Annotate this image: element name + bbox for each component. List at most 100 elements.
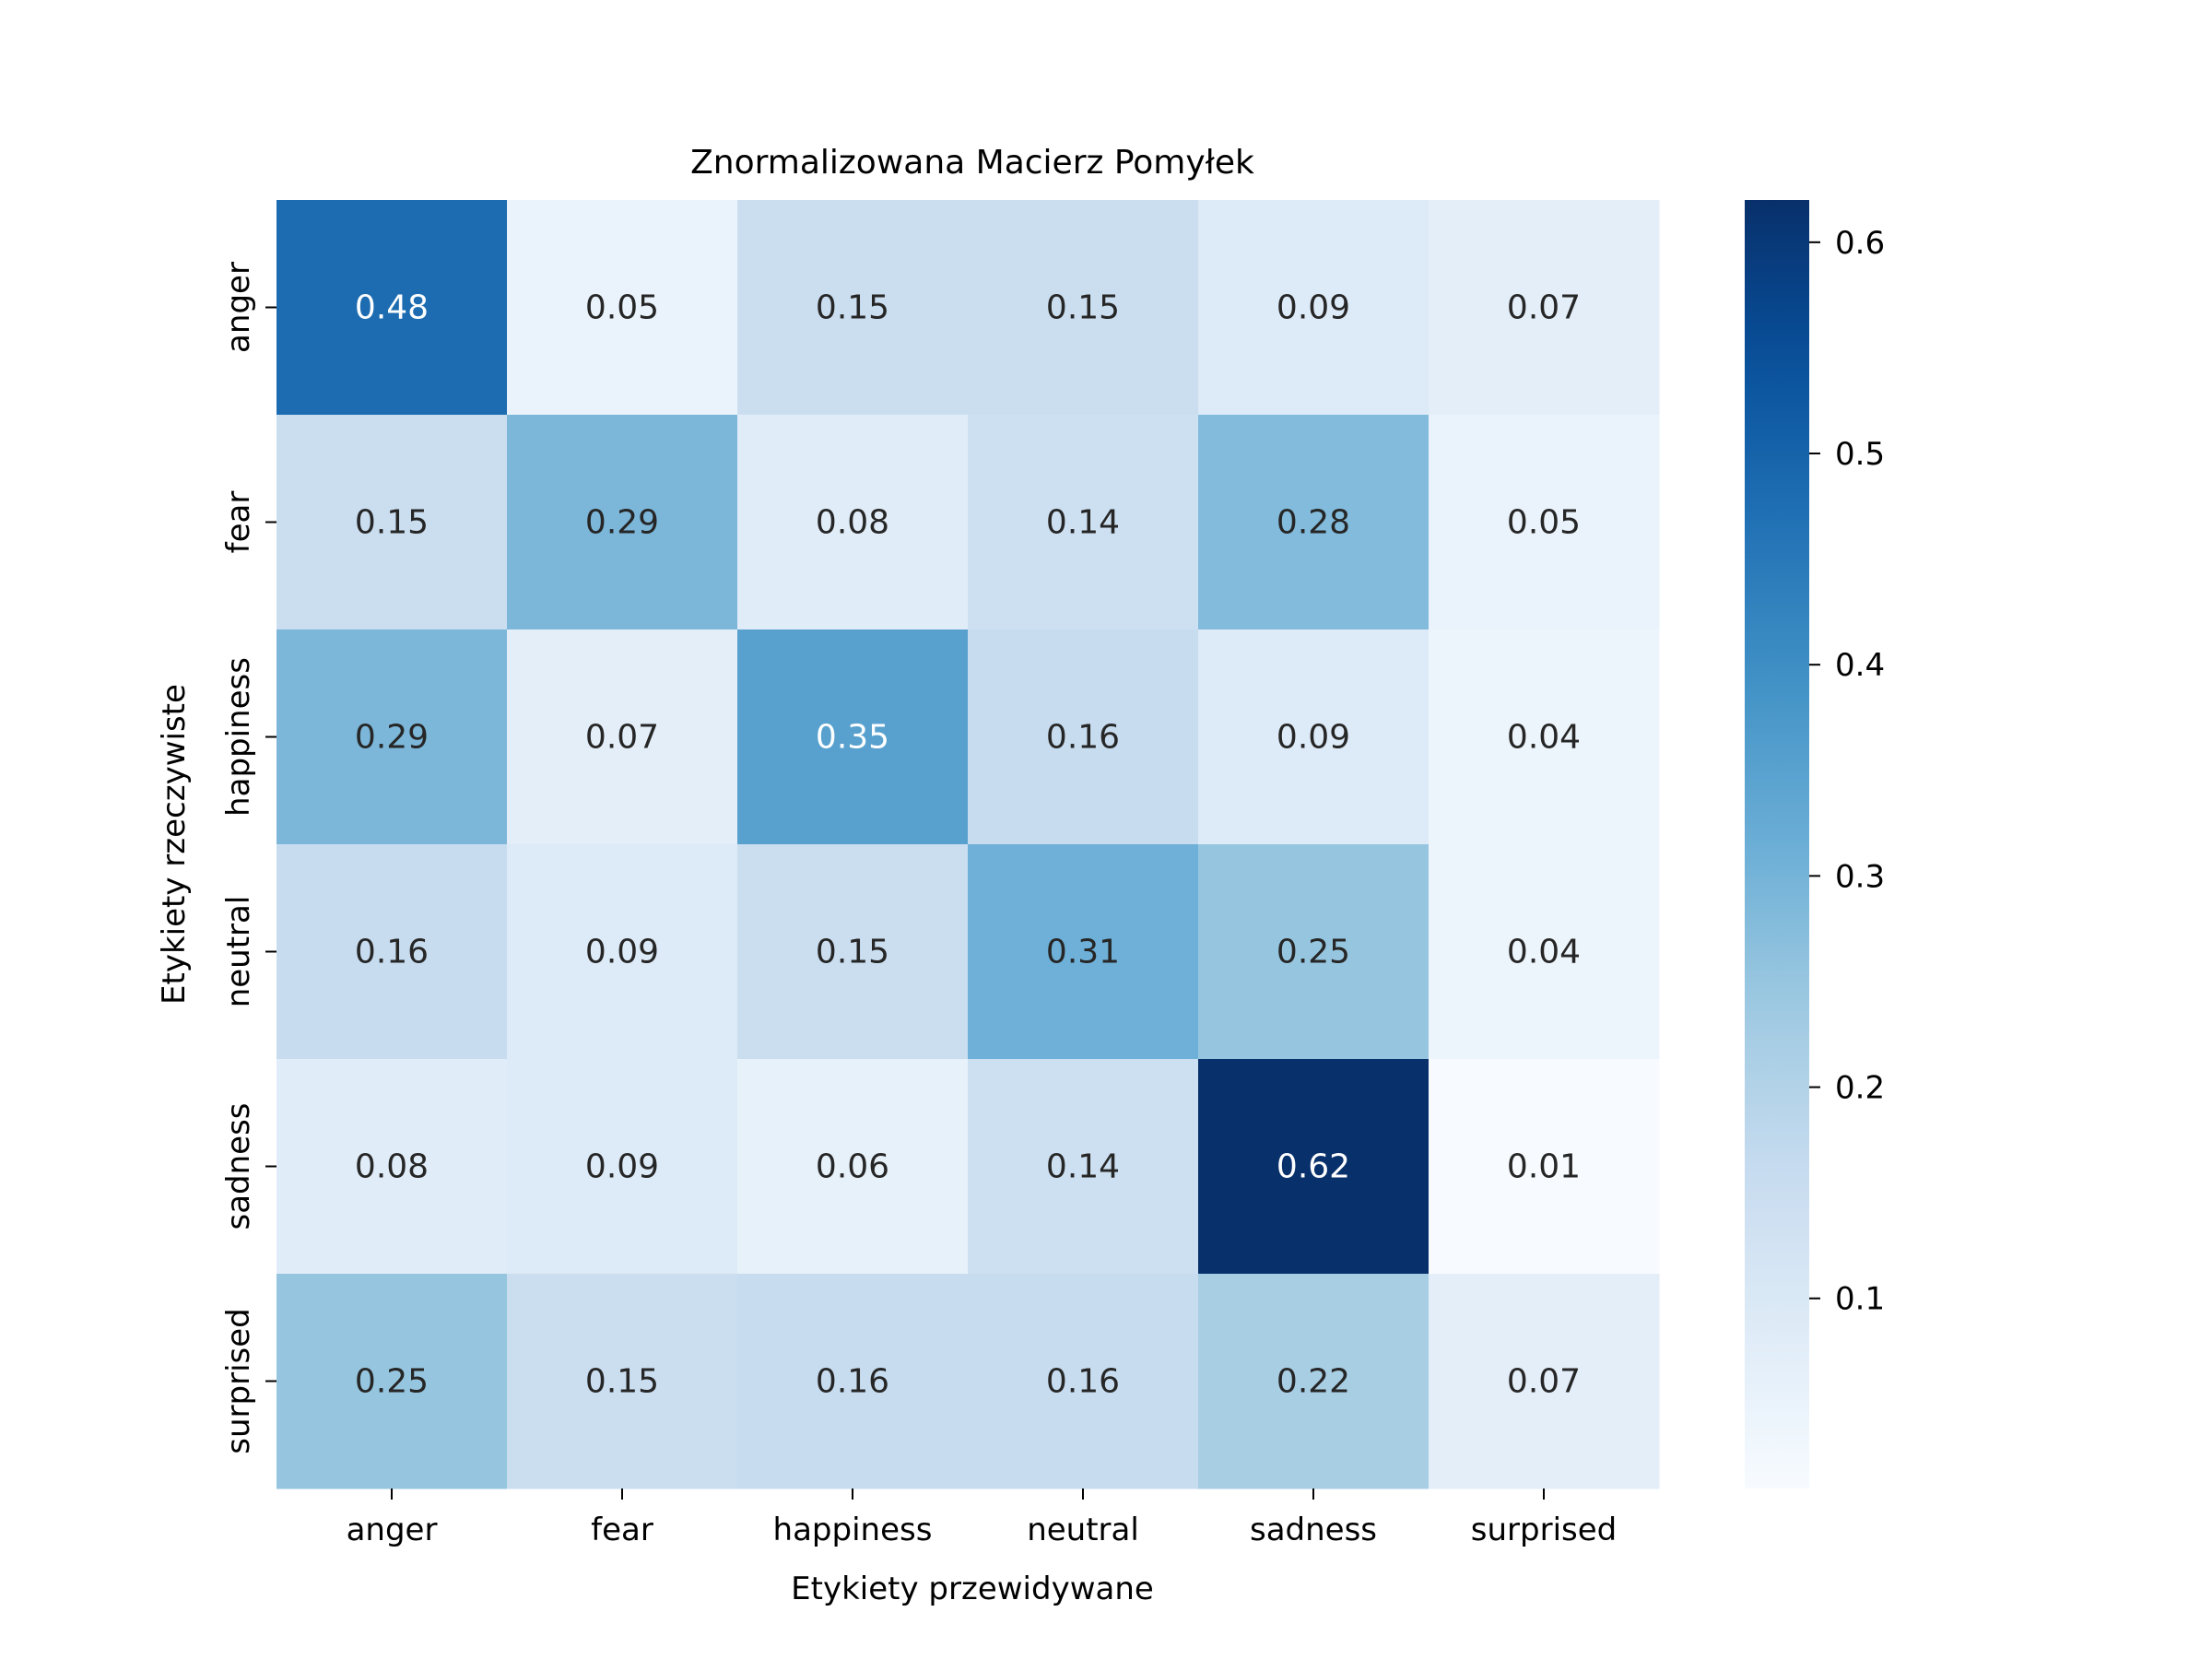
heatmap-cell-0-2 [737, 200, 969, 416]
cell-value-0-3: 0.15 [1046, 289, 1120, 327]
heatmap-cell-2-4 [1198, 629, 1430, 845]
cell-value-1-2: 0.08 [816, 504, 889, 542]
y-tick-label-neutral: neutral [220, 896, 257, 1008]
cell-annotations: 0.48 0.05 0.15 0.15 0.09 0.07 0.15 0.29 0.08 0.14… [355, 289, 1581, 1401]
x-tick-label-happiness: happiness [773, 1512, 933, 1548]
heatmap-cell-1-3 [968, 415, 1199, 630]
x-axis-label: Etykiety przewidywane [791, 1571, 1154, 1607]
cell-value-3-5: 0.04 [1507, 934, 1581, 971]
heatmap-cell-5-4 [1198, 1274, 1430, 1489]
heatmap-cell-3-0 [276, 844, 508, 1060]
heatmap-cell-3-5 [1429, 844, 1660, 1060]
heatmap-cell-5-2 [737, 1274, 969, 1489]
heatmap-cell-4-0 [276, 1059, 508, 1275]
cell-value-1-0: 0.15 [355, 504, 429, 542]
cell-value-0-0: 0.48 [355, 289, 429, 327]
heatmap-cell-4-1 [507, 1059, 738, 1275]
colorbar-tick-label-5: 0.6 [1835, 225, 1885, 262]
colorbar-gradient [1745, 200, 1809, 1488]
heatmap-cell-1-0 [276, 415, 508, 630]
cell-value-5-1: 0.15 [585, 1363, 659, 1401]
heatmap-cell-2-3 [968, 629, 1199, 845]
cell-value-4-3: 0.14 [1046, 1148, 1120, 1186]
cell-value-5-5: 0.07 [1507, 1363, 1581, 1401]
cell-value-5-4: 0.22 [1277, 1363, 1350, 1401]
colorbar-tick-label-4: 0.5 [1835, 436, 1885, 473]
heatmap-cell-4-2 [737, 1059, 969, 1275]
y-tick-label-anger: anger [220, 262, 257, 353]
heatmap-cell-5-3 [968, 1274, 1199, 1489]
heatmap-cell-3-1 [507, 844, 738, 1060]
y-tick-label-surprised: surprised [220, 1308, 257, 1453]
heatmap-cell-0-5 [1429, 200, 1660, 416]
cell-value-2-0: 0.29 [355, 719, 429, 757]
cell-value-2-3: 0.16 [1046, 719, 1120, 757]
heatmap-cell-5-5 [1429, 1274, 1660, 1489]
cell-value-1-1: 0.29 [585, 504, 659, 542]
colorbar-tick-label-0: 0.1 [1835, 1281, 1885, 1318]
x-tick-label-anger: anger [347, 1512, 438, 1548]
cell-value-1-3: 0.14 [1046, 504, 1120, 542]
heatmap-cell-3-4 [1198, 844, 1430, 1060]
heatmap-cell-3-2 [737, 844, 969, 1060]
heatmap-cell-4-5 [1429, 1059, 1660, 1275]
y-axis-label: Etykiety rzeczywiste [156, 684, 193, 1005]
heatmap-cell-0-1 [507, 200, 738, 416]
cell-value-3-2: 0.15 [816, 934, 889, 971]
heatmap-cell-2-5 [1429, 629, 1660, 845]
heatmap-cell-1-1 [507, 415, 738, 630]
heatmap-cell-2-2 [737, 629, 969, 845]
cell-value-5-3: 0.16 [1046, 1363, 1120, 1401]
heatmap-cells [276, 200, 1660, 1489]
heatmap-cell-3-3 [968, 844, 1199, 1060]
cell-value-5-2: 0.16 [816, 1363, 889, 1401]
heatmap-cell-2-1 [507, 629, 738, 845]
chart-title: Znormalizowana Macierz Pomyłek [690, 144, 1254, 182]
cell-value-2-4: 0.09 [1277, 719, 1350, 757]
cell-value-4-0: 0.08 [355, 1148, 429, 1186]
colorbar-tick-label-3: 0.4 [1835, 647, 1885, 684]
heatmap-cell-1-2 [737, 415, 969, 630]
cell-value-4-4: 0.62 [1277, 1148, 1350, 1186]
cell-value-2-5: 0.04 [1507, 719, 1581, 757]
heatmap-cell-0-3 [968, 200, 1199, 416]
heatmap-cell-2-0 [276, 629, 508, 845]
cell-value-3-3: 0.31 [1046, 934, 1120, 971]
cell-value-0-5: 0.07 [1507, 289, 1581, 327]
colorbar: 0.1 0.2 0.3 0.4 0.5 0.6 [1745, 200, 1885, 1488]
x-tick-label-neutral: neutral [1027, 1512, 1139, 1548]
y-tick-label-happiness: happiness [220, 657, 257, 817]
cell-value-2-2: 0.35 [816, 719, 889, 757]
x-tick-label-surprised: surprised [1471, 1512, 1617, 1548]
x-axis: anger fear happiness neutral sadness surprise… [347, 1488, 1617, 1548]
colorbar-tick-label-1: 0.2 [1835, 1070, 1885, 1107]
x-tick-label-sadness: sadness [1250, 1512, 1377, 1548]
cell-value-3-4: 0.25 [1277, 934, 1350, 971]
cell-value-3-1: 0.09 [585, 934, 659, 971]
cell-value-0-4: 0.09 [1277, 289, 1350, 327]
heatmap-cell-1-5 [1429, 415, 1660, 630]
heatmap-cell-0-4 [1198, 200, 1430, 416]
cell-value-2-1: 0.07 [585, 719, 659, 757]
cell-value-1-4: 0.28 [1277, 504, 1350, 542]
heatmap-cell-4-4 [1198, 1059, 1430, 1275]
heatmap-cell-1-4 [1198, 415, 1430, 630]
heatmap-cell-4-3 [968, 1059, 1199, 1275]
cell-value-4-5: 0.01 [1507, 1148, 1581, 1186]
cell-value-3-0: 0.16 [355, 934, 429, 971]
y-tick-label-fear: fear [220, 491, 257, 554]
cell-value-4-2: 0.06 [816, 1148, 889, 1186]
y-tick-label-sadness: sadness [220, 1102, 257, 1230]
heatmap-cell-5-1 [507, 1274, 738, 1489]
heatmap-cell-0-0 [276, 200, 508, 416]
cell-value-5-0: 0.25 [355, 1363, 429, 1401]
colorbar-tick-label-2: 0.3 [1835, 858, 1885, 895]
cell-value-4-1: 0.09 [585, 1148, 659, 1186]
x-tick-label-fear: fear [591, 1512, 653, 1548]
cell-value-1-5: 0.05 [1507, 504, 1581, 542]
heatmap-cell-5-0 [276, 1274, 508, 1489]
cell-value-0-2: 0.15 [816, 289, 889, 327]
cell-value-0-1: 0.05 [585, 289, 659, 327]
y-axis: anger fear happiness neutral sadness surprise… [220, 262, 276, 1454]
